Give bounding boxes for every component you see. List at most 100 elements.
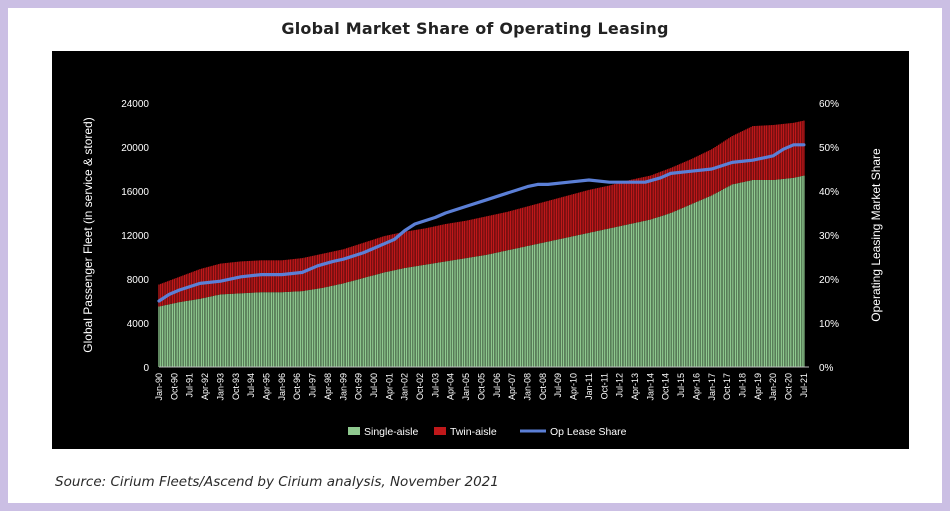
bar-single-aisle [526,246,529,367]
bar-twin-aisle [344,248,346,283]
bar-single-aisle [656,217,658,367]
x-tick-label: Oct-20 [784,373,794,400]
bar-twin-aisle [506,211,508,251]
bar-twin-aisle [697,155,699,202]
bar-single-aisle [229,293,232,367]
bar-single-aisle [547,241,549,367]
bar-single-aisle [161,305,164,367]
bar-single-aisle [688,204,691,367]
bar-single-aisle [404,268,406,367]
bar-single-aisle [243,293,245,367]
bar-twin-aisle [453,222,455,261]
bar-single-aisle [511,249,513,367]
bar-single-aisle [180,301,182,367]
bar-single-aisle [521,247,524,367]
bar-single-aisle [765,180,768,367]
bar-single-aisle [572,236,575,367]
x-tick-label: Jul-06 [492,373,502,398]
x-tick-label: Oct-96 [292,373,302,400]
bar-twin-aisle [603,186,605,230]
bar-twin-aisle [402,232,404,269]
bar-single-aisle [485,254,488,367]
bar-twin-aisle [160,283,162,307]
bar-single-aisle [299,291,302,367]
bar-single-aisle [579,234,582,367]
bar-single-aisle [649,219,651,367]
bar-single-aisle [542,242,544,367]
bar-twin-aisle [729,137,732,186]
bar-twin-aisle [477,218,479,257]
bar-single-aisle [450,260,452,367]
bar-twin-aisle [629,180,631,224]
bar-twin-aisle [480,217,483,256]
bar-twin-aisle [769,125,771,180]
bar-single-aisle [171,303,174,367]
bar-twin-aisle [595,188,597,232]
bar-single-aisle [549,241,551,367]
bar-twin-aisle [564,196,566,238]
bar-single-aisle [277,292,280,367]
bar-twin-aisle [417,229,419,266]
bar-single-aisle [306,290,309,367]
bar-single-aisle [431,263,433,367]
bar-single-aisle [284,292,286,367]
bar-single-aisle [310,289,312,367]
bar-single-aisle [654,217,657,367]
bar-twin-aisle [651,174,653,220]
bar-single-aisle [753,180,756,367]
bar-single-aisle [315,288,317,367]
bar-single-aisle [781,179,783,367]
bar-single-aisle [195,299,198,367]
bar-twin-aisle [750,126,752,181]
bar-twin-aisle [702,153,704,200]
bar-twin-aisle [311,255,314,290]
bar-twin-aisle [431,226,433,264]
bar-twin-aisle [743,130,745,182]
bar-single-aisle [393,270,396,367]
bar-single-aisle [663,215,665,367]
bar-single-aisle [487,254,489,367]
bar-twin-aisle [337,250,339,285]
bar-twin-aisle [468,219,471,258]
bar-twin-aisle [598,187,600,231]
bar-single-aisle [712,194,715,367]
bar-twin-aisle [673,166,675,212]
bar-single-aisle [668,213,670,367]
bar-single-aisle [305,290,307,367]
bar-twin-aisle [393,233,396,271]
bar-single-aisle [622,225,624,367]
bar-single-aisle [269,292,271,367]
x-tick-label: Oct-90 [169,373,179,400]
bar-twin-aisle [666,169,669,215]
bar-twin-aisle [415,229,418,267]
bar-single-aisle [583,233,585,367]
bar-single-aisle [678,209,681,367]
bar-single-aisle [414,266,416,367]
bar-twin-aisle [533,204,535,245]
y-tick-label: 12000 [121,231,149,242]
bar-twin-aisle [378,237,380,274]
bar-twin-aisle [559,197,561,240]
bar-single-aisle [453,260,455,367]
bar-single-aisle [352,280,355,367]
bar-twin-aisle [221,263,223,295]
bar-single-aisle [351,281,353,367]
bar-single-aisle [240,293,242,367]
bar-single-aisle [480,255,483,368]
bar-twin-aisle [649,175,651,220]
bar-single-aisle [417,265,419,367]
bar-twin-aisle [426,228,428,265]
bar-single-aisle [595,231,597,367]
bar-twin-aisle [692,158,694,204]
bar-single-aisle [803,175,805,367]
bar-single-aisle [509,249,512,367]
bar-twin-aisle [376,238,379,275]
y-tick-label: 4000 [127,319,150,330]
bar-twin-aisle [332,251,334,286]
bar-single-aisle [801,175,803,367]
bar-twin-aisle [520,208,522,248]
bar-single-aisle [199,298,201,367]
bar-twin-aisle [690,159,692,205]
bar-twin-aisle [267,260,269,293]
bar-twin-aisle [678,164,681,210]
